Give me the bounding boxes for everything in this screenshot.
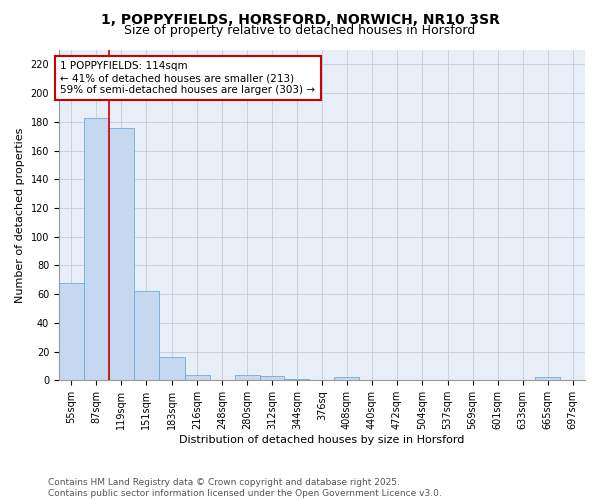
X-axis label: Distribution of detached houses by size in Horsford: Distribution of detached houses by size … [179,435,464,445]
Bar [334,378,359,380]
Bar [84,118,109,380]
Y-axis label: Number of detached properties: Number of detached properties [15,128,25,303]
Text: Contains HM Land Registry data © Crown copyright and database right 2025.
Contai: Contains HM Land Registry data © Crown c… [48,478,442,498]
Bar [185,374,209,380]
Bar [535,378,560,380]
Text: 1, POPPYFIELDS, HORSFORD, NORWICH, NR10 3SR: 1, POPPYFIELDS, HORSFORD, NORWICH, NR10 … [101,12,499,26]
Bar [235,374,260,380]
Bar [284,379,310,380]
Bar [109,128,134,380]
Text: Size of property relative to detached houses in Horsford: Size of property relative to detached ho… [124,24,476,37]
Bar [59,282,84,380]
Bar [134,292,159,380]
Text: 1 POPPYFIELDS: 114sqm
← 41% of detached houses are smaller (213)
59% of semi-det: 1 POPPYFIELDS: 114sqm ← 41% of detached … [61,62,316,94]
Bar [260,376,284,380]
Bar [159,358,185,380]
